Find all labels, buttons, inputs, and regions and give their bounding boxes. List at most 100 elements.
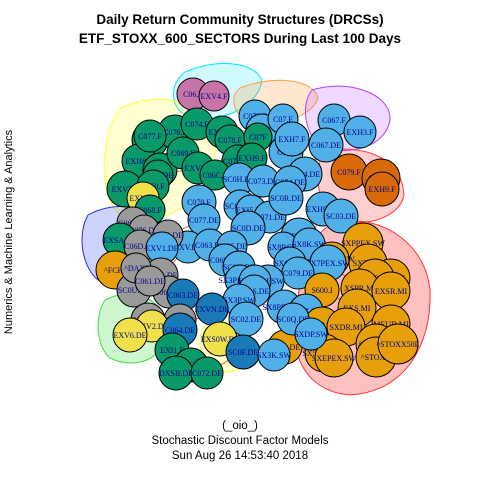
node-label: SX7PEX.SW <box>306 259 350 268</box>
node-label: C069.F <box>171 149 195 158</box>
node-label: C067.DE <box>311 141 341 150</box>
node-label: SC02.DE <box>231 315 262 324</box>
node-label: C067.F <box>322 116 346 125</box>
network-node: EXV1.DE <box>145 231 179 265</box>
node-label: EXI1.F <box>160 346 184 355</box>
node-label: SC0U.DE <box>118 286 150 295</box>
node-circle <box>308 127 344 163</box>
node-label: C079.DE <box>283 269 313 278</box>
network-node: C072.DE <box>190 356 224 390</box>
node-label: C072.DE <box>192 369 222 378</box>
network-node: C079.DE <box>281 256 315 290</box>
node-circle <box>294 317 328 351</box>
node-label: SXEPEX.SW <box>312 354 357 363</box>
node-circle <box>268 180 304 216</box>
network-node: SC0R.DE <box>268 180 304 216</box>
network-node: DXSB.DE <box>158 355 194 391</box>
node-label: EXVN.DE <box>195 305 230 314</box>
network-node: EXH9.F <box>364 171 400 207</box>
node-label: EXV7.F <box>112 185 139 194</box>
node-circle <box>190 356 224 390</box>
node-label: EXS.MI <box>344 304 371 313</box>
node-label: C079.F <box>337 168 361 177</box>
network-nodes: C06.FEXV4.FC073.FC07.FC07.FC07FC067.FEXH… <box>95 77 420 391</box>
node-label: SC0S.DE <box>239 287 270 296</box>
node-label: C063.DE <box>168 291 198 300</box>
node-label: EXV6.DE <box>113 331 146 340</box>
network-node: EXV4.F <box>198 80 230 112</box>
footer-mark: (_oio_) <box>222 420 258 432</box>
node-label: SC0D.DE <box>232 224 264 233</box>
node-label: EXH7.F <box>279 135 306 144</box>
node-label: C077.F <box>138 132 162 141</box>
node-label: XSPR.MI <box>344 284 376 293</box>
node-label: EXH9.F <box>239 154 266 163</box>
node-circle <box>274 121 310 157</box>
node-label: C074.F <box>185 120 209 129</box>
node-label: SC0Q.DE <box>277 315 309 324</box>
network-node: EXH3.F <box>343 115 377 149</box>
node-circle <box>377 323 419 365</box>
node-label: C068.F <box>138 206 162 215</box>
node-label: SC04.DE <box>290 170 321 179</box>
node-label: SC03.DE <box>326 212 357 221</box>
node-label: EXV4.F <box>201 92 228 101</box>
node-label: EXH3.F <box>347 128 374 137</box>
node-label: EXV.DE <box>174 243 202 252</box>
node-label: C063.DE <box>195 241 225 250</box>
node-label: DXSB.DE <box>159 369 193 378</box>
node-label: ^STOXX50E <box>376 340 419 349</box>
node-label: MEUD.MI <box>373 320 409 329</box>
node-label: EXSA.DE <box>103 236 137 245</box>
network-node: C061.DE <box>134 265 166 297</box>
network-node: C079.F <box>330 153 368 191</box>
node-label: SX8K.SW <box>292 240 326 249</box>
network-node: C077.F <box>133 119 167 153</box>
node-label: C076.F <box>163 128 187 137</box>
node-label: EXV2.DE <box>135 322 168 331</box>
node-label: ^DAXI <box>124 264 148 273</box>
node-circle <box>133 119 167 153</box>
node-label: SXDR.MI <box>329 323 362 332</box>
node-label: C064.DE <box>165 326 195 335</box>
node-circle <box>314 338 354 378</box>
node-label: C06.F <box>183 90 203 99</box>
network-node: ^STOXX50E <box>376 323 420 365</box>
node-label: EXV1.DE <box>145 244 178 253</box>
network-node: SC03.DE <box>323 198 359 234</box>
footer-timestamp: Sun Aug 26 14:53:40 2018 <box>171 450 309 462</box>
footer-caption: Stochastic Discount Factor Models <box>151 435 329 447</box>
node-label: EXI5.DE <box>236 206 266 215</box>
chart-subtitle: ETF_STOXX_600_SECTORS During Last 100 Da… <box>78 31 402 46</box>
node-label: C06C.F <box>202 171 228 180</box>
node-label: SX3K.SW <box>257 351 291 360</box>
node-label: SC0F.DE <box>228 348 258 357</box>
node-circle <box>343 115 377 149</box>
node-label: C078.F <box>218 136 242 145</box>
node-label: ^STOXX <box>361 353 392 362</box>
node-label: C077.DE <box>189 216 219 225</box>
node-circle <box>198 80 230 112</box>
node-circle <box>364 171 400 207</box>
node-label: EXS0W.DE <box>201 335 240 344</box>
node-label: EXH8.F <box>126 157 153 166</box>
node-label: C073.DE <box>248 177 278 186</box>
network-node: SX3K.SW <box>257 338 291 372</box>
node-label: S600.I <box>311 286 332 295</box>
node-label: C07.F <box>273 115 293 124</box>
node-label: SXDP.SW <box>294 330 328 339</box>
node-label: EXH9.DE <box>306 205 339 214</box>
chart-title: Daily Return Community Structures (DRCSs… <box>96 12 384 27</box>
network-node: SC0F.DE <box>225 334 261 370</box>
node-circle <box>323 198 359 234</box>
node-circle <box>112 317 148 353</box>
node-label: C06D.DE <box>124 242 156 251</box>
node-label: EXSR.MI <box>375 287 408 296</box>
node-label: SC0H.DE <box>223 175 255 184</box>
network-node: C067.DE <box>308 127 344 163</box>
node-circle <box>257 338 291 372</box>
network-node: SXDP.SW <box>294 317 328 351</box>
network-node: EXSR.MI <box>371 271 411 311</box>
